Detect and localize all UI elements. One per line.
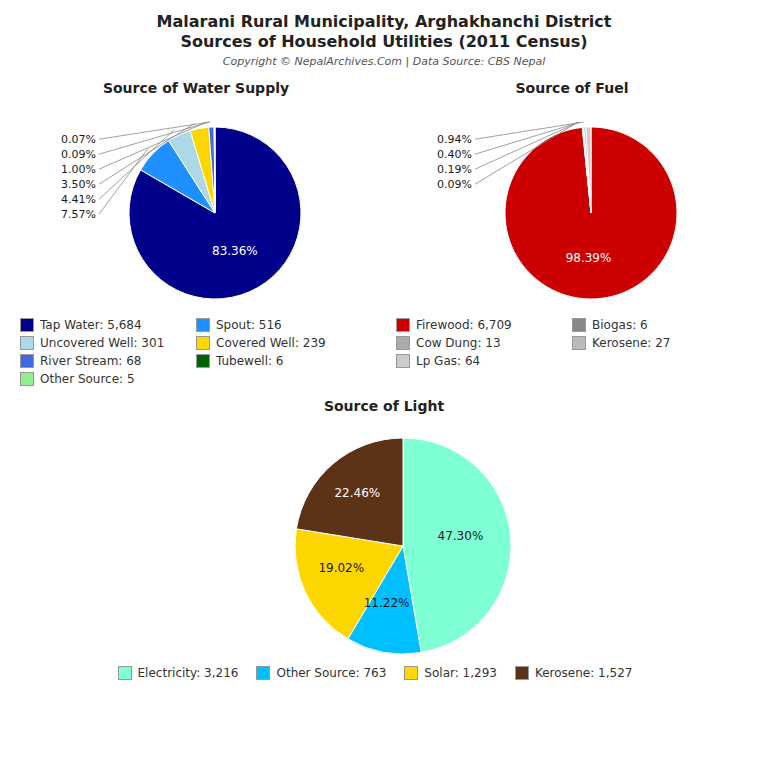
svg-text:11.22%: 11.22% — [364, 596, 410, 610]
svg-text:0.09%: 0.09% — [437, 178, 472, 191]
svg-text:0.07%: 0.07% — [61, 133, 96, 146]
html-text:Kerosene: 27: Kerosene: 27 — [592, 336, 671, 350]
html-text:Spout: 516: Spout: 516 — [216, 318, 282, 332]
svg-text:0.09%: 0.09% — [61, 148, 96, 161]
html-text:Source of Fuel: Source of Fuel — [515, 80, 629, 96]
svg-text:3.50%: 3.50% — [61, 178, 96, 191]
html-text:Covered Well: 239: Covered Well: 239 — [216, 336, 326, 350]
html-text:Tap Water: 5,684: Tap Water: 5,684 — [40, 318, 142, 332]
svg-text:47.30%: 47.30% — [438, 529, 484, 543]
html-text:Source of Water Supply: Source of Water Supply — [102, 80, 290, 96]
svg-text:0.19%: 0.19% — [437, 163, 472, 176]
html-text:Kerosene: 1,527: Kerosene: 1,527 — [535, 666, 633, 680]
svg-text:1.00%: 1.00% — [61, 163, 96, 176]
svg-text:4.41%: 4.41% — [61, 193, 96, 206]
svg-text:19.02%: 19.02% — [318, 561, 364, 575]
html-text:Electricity: 3,216: Electricity: 3,216 — [137, 666, 239, 680]
html-text:Source of Light: Source of Light — [323, 398, 445, 414]
html-text:Biogas: 6: Biogas: 6 — [592, 318, 648, 332]
html-text:Cow Dung: 13: Cow Dung: 13 — [416, 336, 501, 350]
html-text:Uncovered Well: 301: Uncovered Well: 301 — [40, 336, 165, 350]
svg-text:83.36%: 83.36% — [212, 244, 258, 258]
html-text:Copyright © NepalArchives.Com: Copyright © NepalArchives.Com | Data Sou… — [222, 55, 546, 68]
html-text:River Stream: 68: River Stream: 68 — [40, 354, 142, 368]
svg-text:22.46%: 22.46% — [334, 486, 380, 500]
html-text:Lp Gas: 64: Lp Gas: 64 — [416, 354, 481, 368]
html-text:Malarani Rural Municipality, A: Malarani Rural Municipality, Arghakhanch… — [156, 12, 612, 31]
svg-text:7.57%: 7.57% — [61, 208, 96, 221]
html-text:Solar: 1,293: Solar: 1,293 — [424, 666, 497, 680]
html-text:Sources of Household Utilities: Sources of Household Utilities (2011 Cen… — [180, 32, 588, 51]
svg-text:98.39%: 98.39% — [566, 251, 612, 265]
svg-text:0.94%: 0.94% — [437, 133, 472, 146]
svg-text:0.40%: 0.40% — [437, 148, 472, 161]
html-text:Tubewell: 6: Tubewell: 6 — [216, 354, 284, 368]
html-text:Firewood: 6,709: Firewood: 6,709 — [416, 318, 512, 332]
html-text:Other Source: 5: Other Source: 5 — [40, 372, 135, 386]
html-text:Other Source: 763: Other Source: 763 — [276, 666, 387, 680]
